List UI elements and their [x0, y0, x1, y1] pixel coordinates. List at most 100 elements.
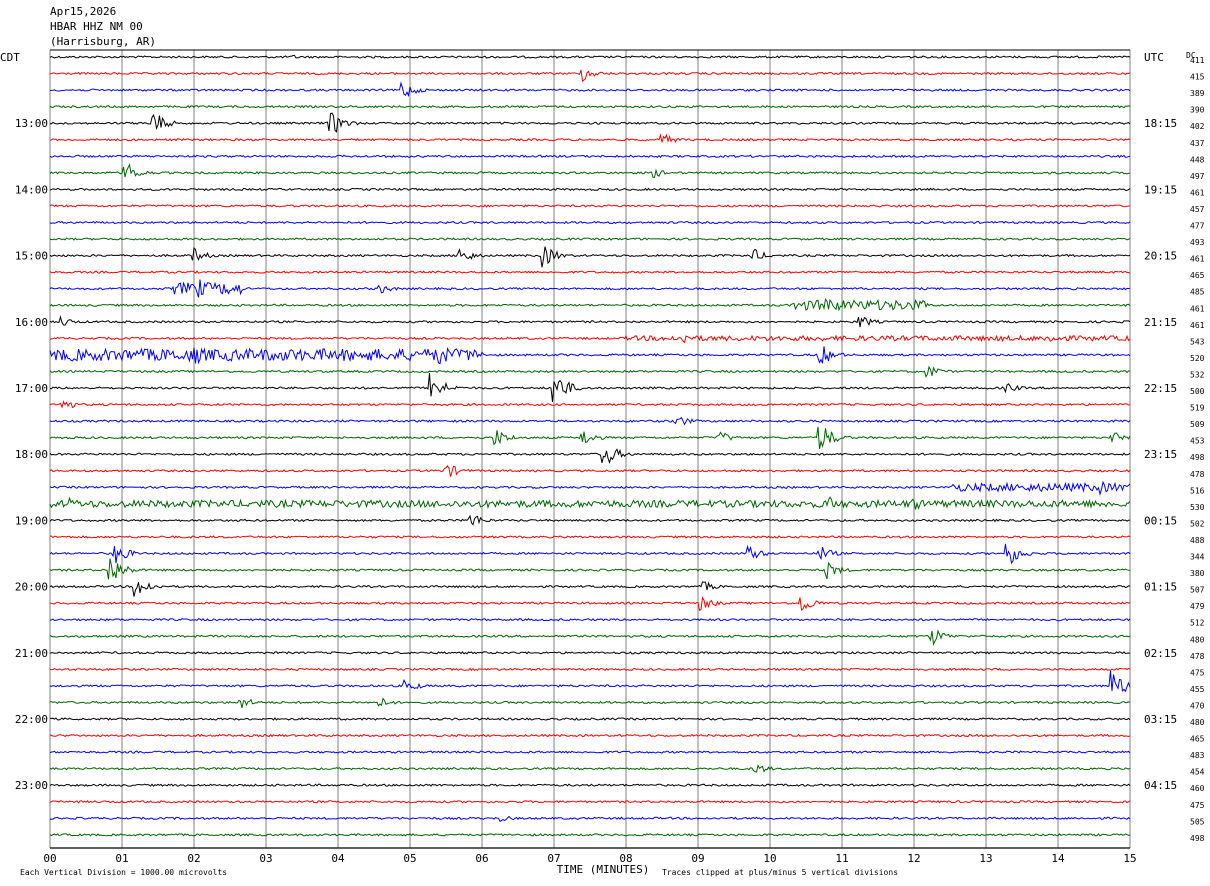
dc-value: 457 — [1190, 205, 1205, 214]
trace-row-27 — [49, 496, 1131, 510]
x-tick-label: 01 — [115, 852, 128, 865]
dc-value: 516 — [1190, 486, 1205, 495]
dc-value: 488 — [1190, 536, 1205, 545]
trace-row-42 — [49, 750, 1131, 754]
trace-row-16 — [49, 314, 1131, 328]
dc-value: 402 — [1190, 122, 1205, 131]
trace-row-45 — [49, 800, 1131, 804]
x-tick-label: 03 — [259, 852, 272, 865]
dc-value: 507 — [1190, 586, 1205, 595]
left-timezone-label: CDT — [0, 51, 20, 64]
right-hour-label: 18:15 — [1144, 117, 1177, 130]
dc-value: 415 — [1190, 73, 1205, 82]
left-hour-label: 22:00 — [15, 713, 48, 726]
trace-row-11 — [49, 237, 1131, 241]
trace-row-28 — [49, 514, 1131, 526]
dc-value: 344 — [1190, 553, 1205, 562]
trace-row-40 — [49, 717, 1131, 721]
dc-header-label: DC — [1186, 51, 1196, 60]
right-hour-label: 02:15 — [1144, 647, 1177, 660]
right-hour-label: 03:15 — [1144, 713, 1177, 726]
dc-value: 502 — [1190, 519, 1205, 528]
trace-row-4 — [49, 112, 1131, 133]
dc-value: 477 — [1190, 222, 1205, 231]
right-hour-label: UTC — [1144, 51, 1164, 64]
trace-row-12 — [49, 246, 1131, 268]
dc-value: 461 — [1190, 321, 1205, 330]
dc-value: 530 — [1190, 503, 1205, 512]
trace-row-7 — [49, 163, 1131, 178]
trace-row-5 — [49, 133, 1131, 143]
trace-row-19 — [49, 365, 1130, 378]
trace-row-43 — [49, 764, 1131, 773]
dc-value: 454 — [1190, 768, 1205, 777]
trace-row-18 — [49, 346, 1131, 365]
dc-value: 498 — [1190, 453, 1205, 462]
right-hour-label: 21:15 — [1144, 316, 1177, 329]
trace-row-29 — [49, 535, 1131, 539]
left-hour-label: 14:00 — [15, 183, 48, 196]
dc-value: 479 — [1190, 602, 1205, 611]
trace-row-0 — [49, 55, 1131, 59]
dc-value: 437 — [1190, 139, 1205, 148]
dc-value: 543 — [1190, 337, 1205, 346]
dc-value: 483 — [1190, 751, 1205, 760]
dc-value: 509 — [1190, 420, 1205, 429]
x-axis-title: TIME (MINUTES) — [557, 863, 650, 876]
right-hour-label: 20:15 — [1144, 250, 1177, 263]
dc-value: 480 — [1190, 635, 1205, 644]
dc-value: 475 — [1190, 801, 1205, 810]
right-hour-label: 22:15 — [1144, 382, 1177, 395]
left-hour-label: 20:00 — [15, 581, 48, 594]
dc-value: 475 — [1190, 668, 1205, 677]
dc-value: 461 — [1190, 304, 1205, 313]
dc-value: 455 — [1190, 685, 1205, 694]
dc-value: 453 — [1190, 437, 1205, 446]
right-hour-label: 01:15 — [1144, 581, 1177, 594]
right-hour-label: 23:15 — [1144, 448, 1177, 461]
trace-row-36 — [49, 651, 1131, 655]
x-tick-label: 11 — [835, 852, 848, 865]
left-hour-label: 17:00 — [15, 382, 48, 395]
dc-value: 493 — [1190, 238, 1205, 247]
trace-row-1 — [49, 69, 1131, 83]
trace-row-13 — [49, 270, 1131, 274]
trace-row-14 — [49, 279, 1131, 298]
dc-value: 465 — [1190, 271, 1205, 280]
location-label: (Harrisburg, AR) — [50, 35, 156, 48]
x-tick-label: 15 — [1123, 852, 1136, 865]
trace-row-2 — [49, 81, 1131, 98]
trace-row-35 — [49, 629, 1131, 647]
dc-value: 505 — [1190, 817, 1205, 826]
trace-row-47 — [49, 833, 1131, 837]
dc-value: 380 — [1190, 569, 1205, 578]
dc-value: 512 — [1190, 619, 1205, 628]
x-tick-label: 10 — [763, 852, 776, 865]
trace-row-25 — [49, 465, 1131, 477]
trace-row-10 — [49, 220, 1131, 225]
dc-value: 498 — [1190, 834, 1205, 843]
dc-value: 390 — [1190, 106, 1205, 115]
trace-row-24 — [49, 448, 1131, 465]
dc-value: 461 — [1190, 255, 1205, 264]
trace-row-31 — [49, 558, 1131, 580]
left-hour-label: 15:00 — [15, 250, 48, 263]
left-hour-label: 19:00 — [15, 514, 48, 527]
x-tick-label: 05 — [403, 852, 416, 865]
dc-value: 411 — [1190, 56, 1205, 65]
footer-clip-note: Traces clipped at plus/minus 5 vertical … — [662, 868, 898, 877]
dc-value: 532 — [1190, 370, 1205, 379]
dc-value: 448 — [1190, 155, 1205, 164]
trace-row-34 — [49, 618, 1131, 622]
left-hour-label: 16:00 — [15, 316, 48, 329]
x-tick-label: 08 — [619, 852, 632, 865]
trace-row-30 — [49, 543, 1131, 565]
x-tick-label: 04 — [331, 852, 345, 865]
x-tick-label: 07 — [547, 852, 560, 865]
station-label: HBAR HHZ NM 00 — [50, 20, 143, 33]
right-hour-label: 04:15 — [1144, 779, 1177, 792]
trace-row-37 — [49, 667, 1131, 672]
x-tick-label: 14 — [1051, 852, 1065, 865]
trace-row-33 — [50, 596, 1131, 612]
trace-row-8 — [49, 187, 1131, 192]
